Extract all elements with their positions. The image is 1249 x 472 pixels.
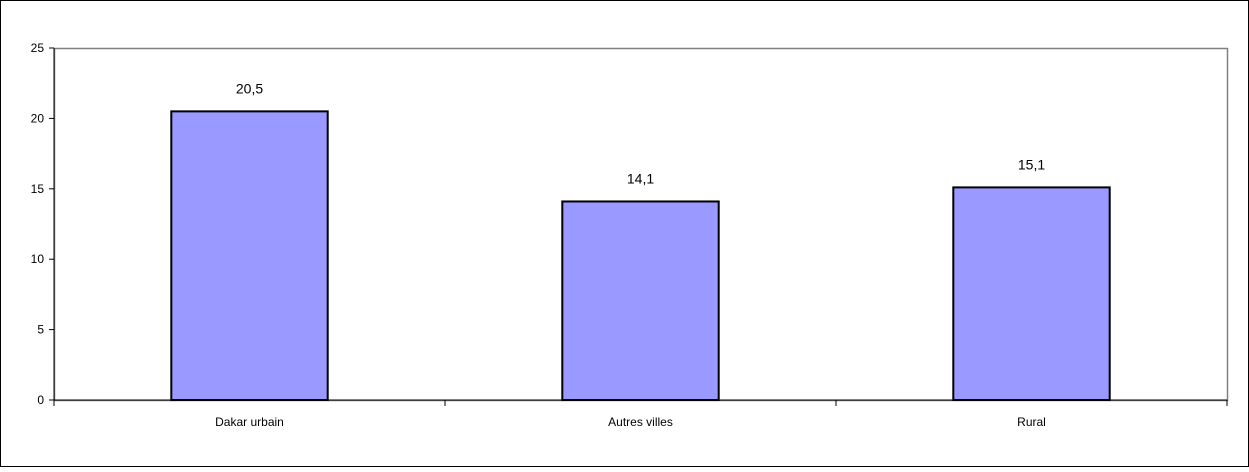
bar (170, 110, 329, 402)
bar (561, 200, 720, 401)
x-tick-label: Rural (1017, 415, 1046, 429)
x-tick-label: Autres villes (608, 415, 673, 429)
data-label: 20,5 (236, 80, 263, 96)
bars (170, 110, 1111, 402)
y-tick-label: 5 (37, 323, 44, 337)
y-tick-label: 10 (31, 252, 45, 266)
bar (952, 186, 1111, 401)
y-tick-label: 25 (31, 41, 45, 55)
data-label: 14,1 (627, 170, 654, 186)
y-tick-label: 15 (31, 182, 45, 196)
x-tick-label: Dakar urbain (215, 415, 284, 429)
data-labels: 20,5 14,1 15,1 (236, 80, 1045, 186)
y-axis: 0 5 10 15 20 25 (31, 41, 55, 407)
data-label: 15,1 (1018, 156, 1045, 172)
y-tick-label: 0 (37, 393, 44, 407)
y-tick-label: 20 (31, 111, 45, 125)
